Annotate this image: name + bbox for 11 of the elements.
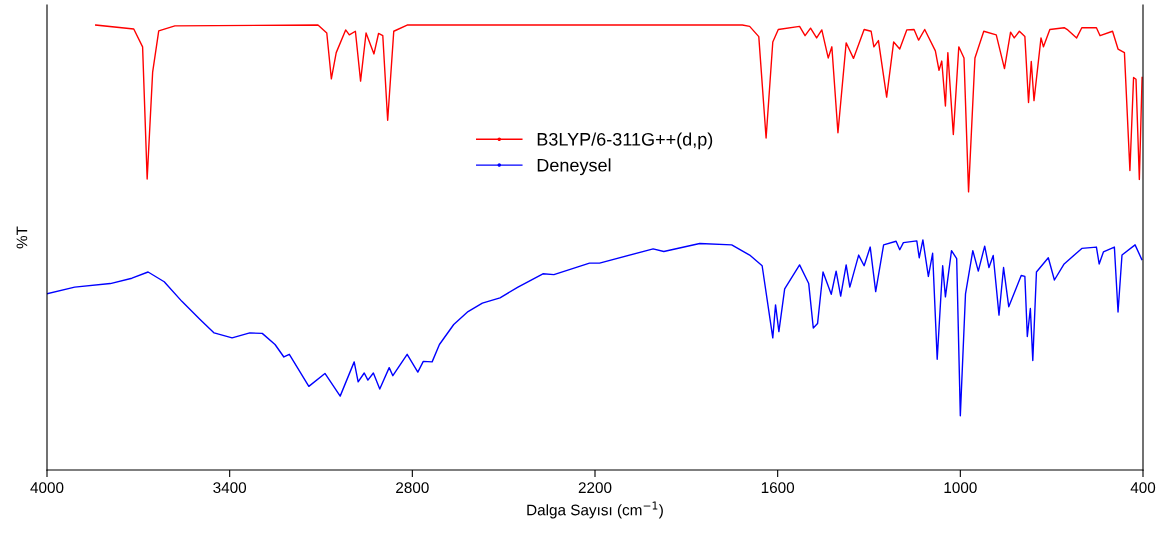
y-axis-title: %T (16, 226, 28, 249)
x-tick-label: 2800 (396, 482, 429, 494)
x-tick-label: 2200 (578, 482, 612, 494)
x-tick-label: 4000 (30, 482, 64, 494)
legend-label: Deneysel (537, 158, 611, 176)
x-tick-label: 1000 (944, 482, 977, 494)
x-tick-label: 400 (1130, 482, 1156, 494)
x-tick-label: 3400 (213, 482, 247, 494)
x-axis-title: Dalga Sayısı (cm$^{−1}$) (527, 501, 663, 519)
legend-label: B3LYP/6-311G++(d,p) (537, 132, 713, 150)
x-tick-label: 1600 (761, 482, 795, 494)
